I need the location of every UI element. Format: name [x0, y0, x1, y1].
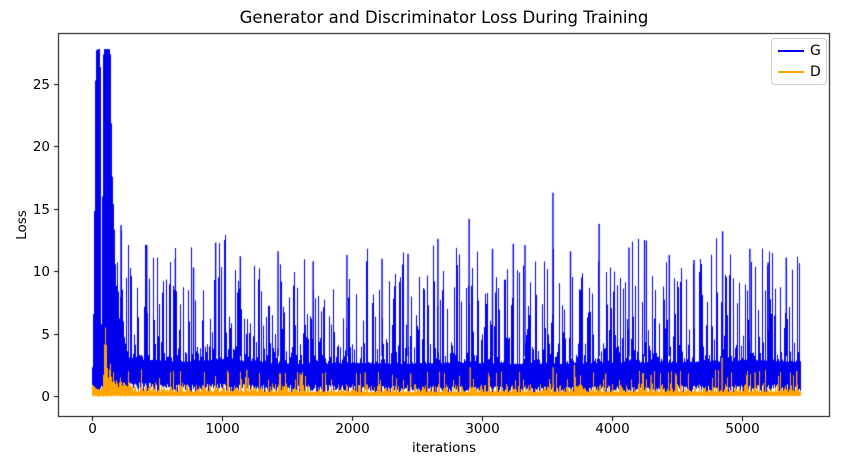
x-tick-label: 2000: [335, 421, 370, 437]
x-tick-label: 5000: [725, 421, 760, 437]
y-tick-label: 15: [32, 201, 50, 218]
y-tick-label: 5: [41, 326, 50, 343]
legend-label-generator: G: [810, 43, 821, 59]
y-tick-label: 10: [32, 263, 50, 280]
legend-entry-generator: G: [778, 43, 821, 59]
x-axis-label: iterations: [411, 440, 477, 456]
x-tick-label: 4000: [595, 421, 630, 437]
chart-title: Generator and Discriminator Loss During …: [239, 8, 649, 27]
y-tick-label: 20: [32, 138, 50, 155]
discriminator-line-swatch: [778, 71, 804, 73]
y-tick-label: 0: [41, 388, 50, 405]
generator-line-swatch: [778, 50, 804, 52]
legend-label-discriminator: D: [810, 64, 821, 80]
x-tick-label: 1000: [205, 421, 240, 437]
legend-entry-discriminator: D: [778, 64, 821, 80]
legend: G D: [771, 38, 827, 85]
x-tick-label: 0: [88, 421, 97, 437]
x-tick-label: 3000: [465, 421, 500, 437]
y-tick-label: 25: [32, 76, 50, 93]
